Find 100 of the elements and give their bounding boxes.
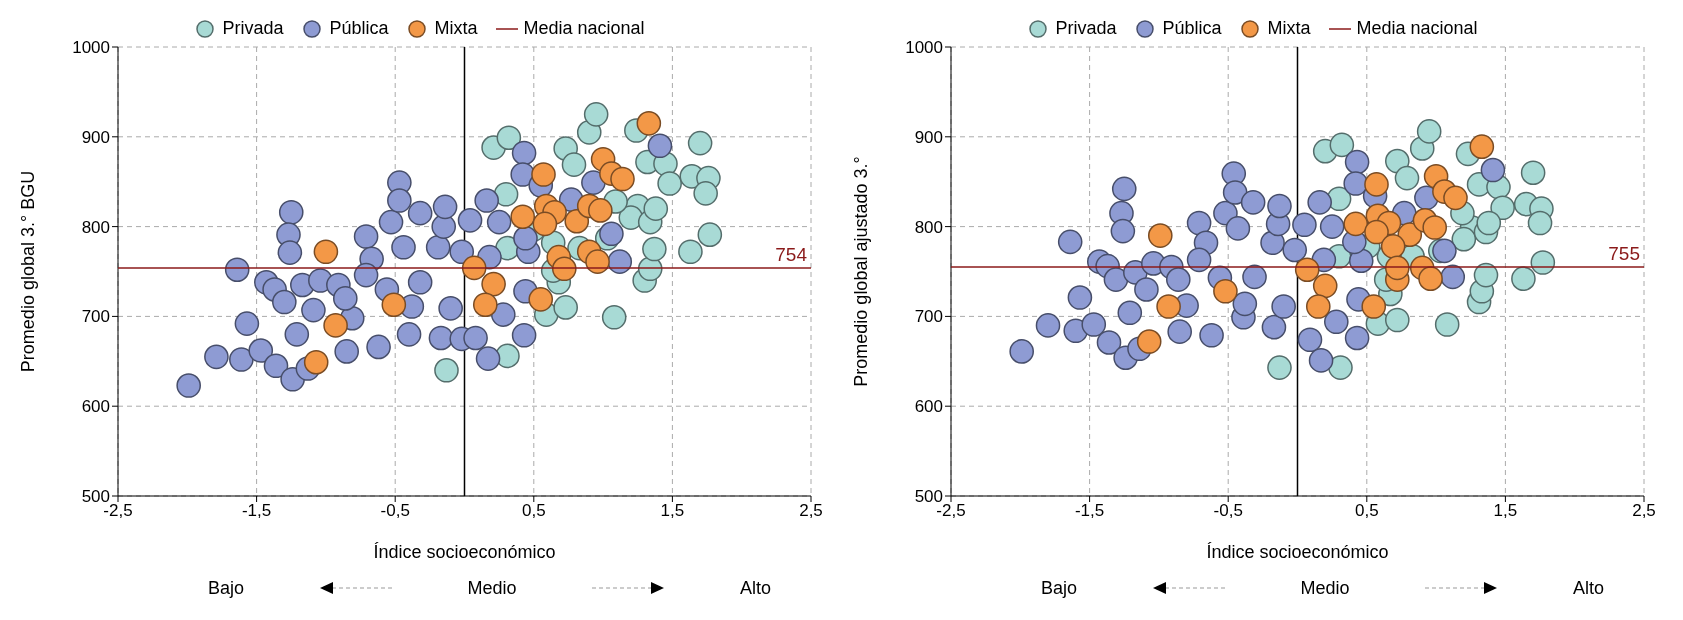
point — [697, 222, 723, 247]
point — [313, 239, 339, 265]
point — [1136, 329, 1162, 354]
y-tick-label: 700 — [914, 307, 943, 327]
point — [1156, 294, 1181, 319]
y-tick-label: 900 — [914, 127, 943, 147]
legend-label: Mixta — [1267, 18, 1311, 39]
x-tick-label: -1,5 — [1074, 501, 1105, 521]
legend-label: Pública — [329, 18, 389, 39]
x-axis-title: Índice socioeconómico — [1206, 542, 1389, 562]
text: Medio — [467, 577, 517, 599]
point — [303, 349, 329, 375]
point — [583, 102, 609, 127]
point — [532, 211, 558, 237]
x-tick-label: 2,5 — [1632, 501, 1656, 521]
point — [1434, 312, 1460, 337]
data-label: 754 — [775, 243, 808, 265]
point — [481, 271, 506, 297]
legend-label: Media nacional — [523, 18, 645, 39]
point — [1443, 185, 1468, 211]
point — [1361, 294, 1387, 319]
point — [678, 239, 703, 265]
point — [1364, 172, 1389, 197]
point — [1312, 273, 1338, 299]
point — [528, 287, 554, 312]
point — [687, 130, 713, 156]
point — [1418, 266, 1443, 291]
y-tick-label: 600 — [81, 397, 110, 417]
point — [1147, 223, 1173, 248]
y-tick-label: 600 — [914, 397, 943, 417]
x-tick-label: -0,5 — [1213, 501, 1243, 521]
point — [1530, 250, 1556, 275]
point — [1469, 134, 1495, 159]
point — [693, 181, 718, 206]
x-tick-label: 1,5 — [1493, 501, 1518, 521]
point — [1422, 215, 1448, 240]
point — [1416, 119, 1442, 144]
legend-label: Pública — [1162, 18, 1222, 39]
point — [1520, 160, 1546, 186]
point — [553, 295, 578, 320]
y-tick-label: 900 — [81, 127, 110, 147]
point — [636, 111, 662, 136]
text: Bajo — [208, 577, 245, 599]
point — [323, 313, 348, 338]
point — [657, 171, 682, 196]
legend-label: Privada — [222, 18, 284, 39]
point — [1384, 148, 1410, 174]
point — [1328, 355, 1353, 380]
point — [585, 249, 610, 274]
point — [493, 181, 519, 207]
text: Medio — [1300, 577, 1350, 599]
x-axis-title: Índice socioeconómico — [373, 542, 556, 562]
y-tick-label: 1000 — [72, 38, 110, 58]
x-tick-label: -1,5 — [241, 501, 272, 521]
point — [601, 305, 627, 330]
point — [510, 204, 536, 230]
point — [643, 196, 669, 221]
point — [1384, 307, 1410, 333]
point — [1451, 226, 1477, 252]
point — [1473, 262, 1499, 288]
point — [1490, 195, 1515, 221]
y-tick-label: 800 — [914, 217, 943, 237]
point — [531, 162, 556, 187]
point — [1305, 294, 1331, 319]
point — [564, 208, 590, 234]
point — [1329, 132, 1355, 158]
point — [561, 152, 587, 177]
y-tick-label: 700 — [81, 307, 110, 327]
point — [1343, 211, 1369, 237]
x-tick-label: 1,5 — [660, 501, 685, 521]
point — [496, 125, 522, 150]
point — [1364, 219, 1389, 245]
y-axis-title: Promedio global 3.° BGU — [18, 170, 39, 373]
point — [1380, 234, 1406, 259]
point — [381, 292, 407, 318]
legend-label: Mixta — [434, 18, 478, 39]
point — [434, 357, 459, 383]
x-tick-label: 0,5 — [1354, 501, 1379, 521]
legend-label: Privada — [1055, 18, 1117, 39]
point — [1267, 355, 1292, 380]
x-tick-label: 0,5 — [521, 501, 546, 521]
point — [1527, 210, 1553, 236]
data-label: 755 — [1608, 243, 1640, 265]
text: Alto — [739, 577, 771, 599]
point — [1213, 278, 1238, 304]
point — [610, 166, 635, 192]
y-tick-label: 1000 — [905, 38, 943, 58]
point — [1394, 165, 1420, 191]
point — [1511, 266, 1536, 291]
y-axis-title: Promedio global ajustado 3.° — [851, 156, 872, 387]
text: Alto — [1572, 577, 1604, 599]
x-tick-label: 2,5 — [799, 501, 823, 521]
point — [1476, 210, 1502, 236]
point — [642, 236, 667, 262]
y-tick-label: 800 — [81, 217, 110, 237]
point — [472, 292, 498, 318]
x-tick-label: -0,5 — [380, 501, 410, 521]
text: Bajo — [1041, 577, 1078, 599]
legend-label: Media nacional — [1356, 18, 1478, 39]
point — [588, 198, 613, 223]
